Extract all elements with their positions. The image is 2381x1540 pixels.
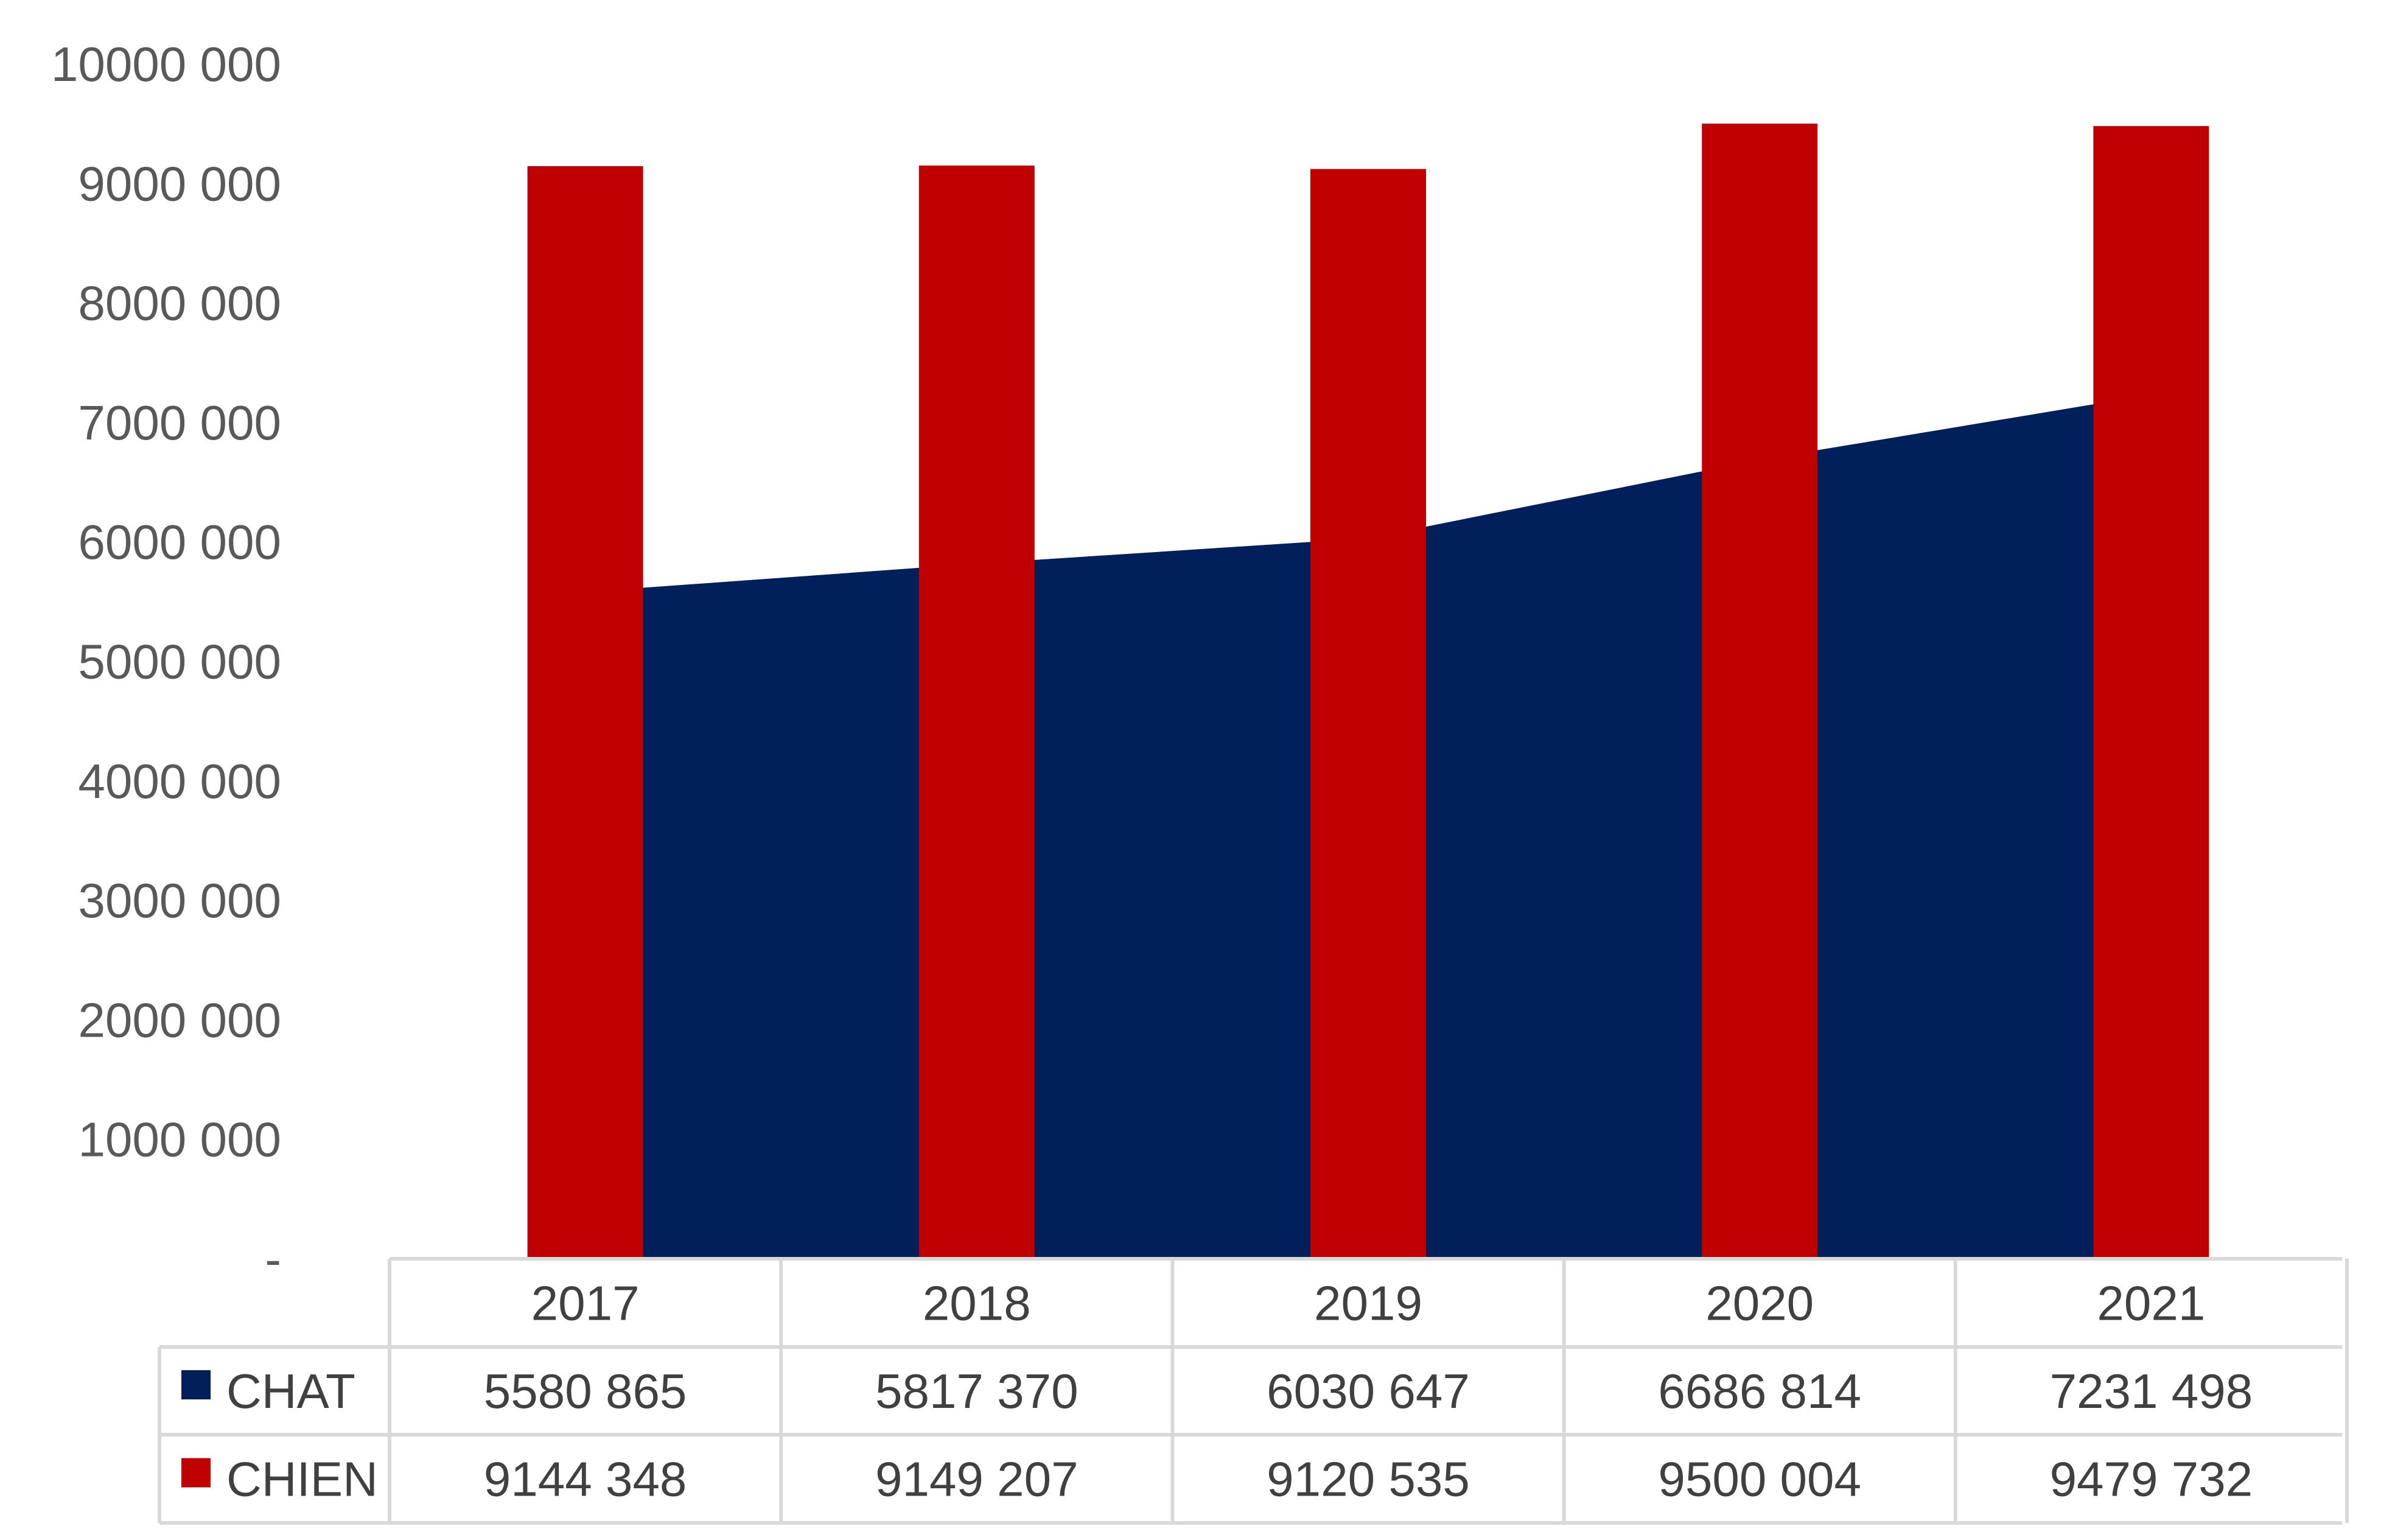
legend-label-chat: CHAT (226, 1364, 355, 1418)
y-tick-label: - (265, 1232, 281, 1286)
y-tick-label: 10000 000 (51, 37, 281, 91)
data-label-chat: 5580 865 (484, 1364, 687, 1418)
chien-bar-2018 (918, 166, 1035, 1259)
legend-key-chat (181, 1370, 211, 1399)
x-category-label: 2018 (923, 1276, 1031, 1331)
data-label-chien: 9500 004 (1658, 1452, 1861, 1507)
chien-bar-series (527, 124, 2209, 1259)
x-category-label: 2020 (1705, 1276, 1814, 1331)
chien-bar-2019 (1310, 169, 1426, 1259)
y-tick-label: 5000 000 (78, 635, 281, 689)
data-label-chien: 9149 207 (875, 1452, 1079, 1507)
y-tick-label: 1000 000 (78, 1113, 281, 1167)
y-tick-label: 7000 000 (78, 396, 281, 450)
y-tick-label: 4000 000 (78, 754, 281, 808)
x-category-label: 2019 (1314, 1276, 1422, 1331)
data-label-chat: 5817 370 (875, 1364, 1079, 1418)
data-table-grid (158, 1257, 2349, 1525)
x-category-label: 2017 (531, 1276, 640, 1331)
y-tick-label: 6000 000 (78, 515, 281, 569)
chien-bar-2017 (527, 166, 643, 1259)
data-label-chien: 9144 348 (484, 1452, 687, 1507)
chien-bar-2021 (2093, 126, 2209, 1259)
data-label-chien: 9120 535 (1267, 1452, 1470, 1507)
x-category-label: 2021 (2097, 1276, 2205, 1331)
y-tick-label: 3000 000 (78, 873, 281, 928)
data-table: 2017 2018 2019 2020 2021 CHAT 5580 865 5817 370… (181, 1276, 2253, 1507)
data-label-chat: 6030 647 (1267, 1364, 1470, 1418)
legend-key-chien (181, 1458, 211, 1488)
data-label-chat: 6686 814 (1658, 1364, 1861, 1418)
y-tick-label: 8000 000 (78, 276, 281, 331)
legend-label-chien: CHIEN (226, 1452, 378, 1507)
y-tick-label: 9000 000 (78, 156, 281, 211)
data-label-chat: 7231 498 (2050, 1364, 2253, 1418)
data-label-chien: 9479 732 (2050, 1452, 2253, 1507)
chien-bar-2020 (1702, 124, 1818, 1259)
y-tick-label: 2000 000 (78, 993, 281, 1047)
y-axis-tick-labels: - 1000 000 2000 000 3000 000 4000 000 5000 00… (51, 37, 281, 1286)
